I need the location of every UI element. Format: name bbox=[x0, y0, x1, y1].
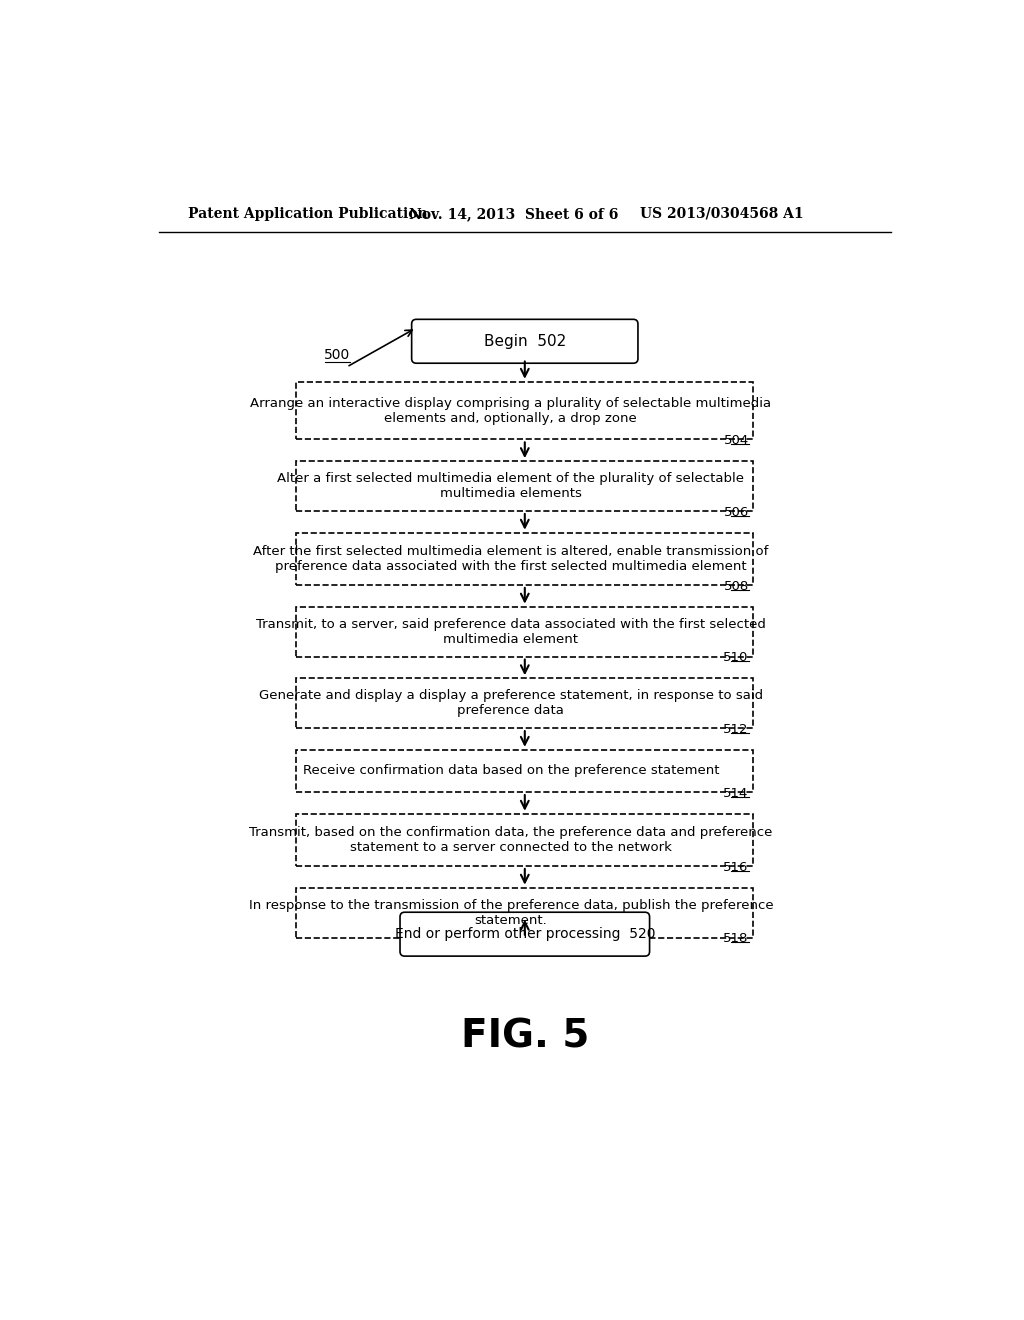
Bar bbox=[296, 750, 754, 792]
FancyBboxPatch shape bbox=[412, 319, 638, 363]
Bar bbox=[296, 607, 754, 656]
Text: 510: 510 bbox=[723, 651, 749, 664]
Bar bbox=[296, 461, 754, 511]
Text: FIG. 5: FIG. 5 bbox=[461, 1018, 589, 1055]
Text: After the first selected multimedia element is altered, enable transmission of
p: After the first selected multimedia elem… bbox=[253, 545, 769, 573]
Text: Generate and display a display a preference statement, in response to said
prefe: Generate and display a display a prefere… bbox=[259, 689, 763, 717]
Text: 514: 514 bbox=[723, 787, 749, 800]
Text: Receive confirmation data based on the preference statement: Receive confirmation data based on the p… bbox=[303, 764, 719, 777]
Text: 504: 504 bbox=[724, 434, 749, 447]
Text: 518: 518 bbox=[723, 932, 749, 945]
Bar bbox=[296, 678, 754, 729]
Text: 500: 500 bbox=[325, 347, 350, 362]
Bar bbox=[296, 813, 754, 866]
Bar bbox=[296, 381, 754, 440]
FancyBboxPatch shape bbox=[400, 912, 649, 956]
Text: Patent Application Publication: Patent Application Publication bbox=[188, 207, 428, 220]
Text: 516: 516 bbox=[723, 861, 749, 874]
Text: In response to the transmission of the preference data, publish the preference
s: In response to the transmission of the p… bbox=[249, 899, 773, 927]
Text: 506: 506 bbox=[724, 506, 749, 519]
Text: 508: 508 bbox=[724, 579, 749, 593]
Text: Arrange an interactive display comprising a plurality of selectable multimedia
e: Arrange an interactive display comprisin… bbox=[250, 396, 771, 425]
Text: Transmit, to a server, said preference data associated with the first selected
m: Transmit, to a server, said preference d… bbox=[256, 618, 766, 645]
Text: 512: 512 bbox=[723, 723, 749, 735]
Text: US 2013/0304568 A1: US 2013/0304568 A1 bbox=[640, 207, 803, 220]
Bar bbox=[296, 887, 754, 937]
Text: End or perform other processing  520: End or perform other processing 520 bbox=[394, 927, 655, 941]
Text: Transmit, based on the confirmation data, the preference data and preference
sta: Transmit, based on the confirmation data… bbox=[249, 826, 772, 854]
Text: Alter a first selected multimedia element of the plurality of selectable
multime: Alter a first selected multimedia elemen… bbox=[278, 473, 744, 500]
Bar bbox=[296, 532, 754, 585]
Text: Begin  502: Begin 502 bbox=[483, 334, 566, 348]
Text: Nov. 14, 2013  Sheet 6 of 6: Nov. 14, 2013 Sheet 6 of 6 bbox=[409, 207, 617, 220]
